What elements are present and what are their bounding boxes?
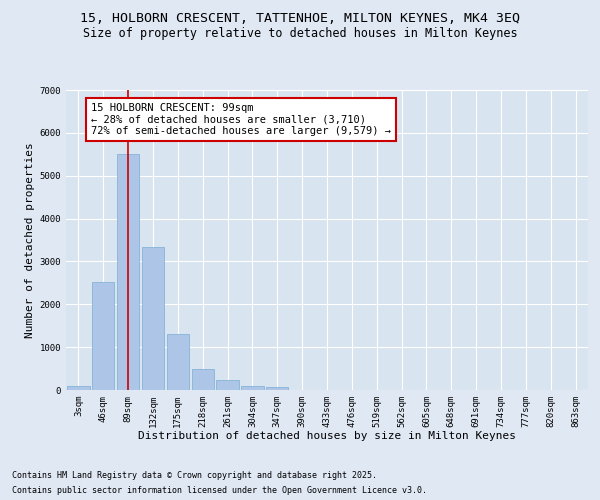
Text: 15 HOLBORN CRESCENT: 99sqm
← 28% of detached houses are smaller (3,710)
72% of s: 15 HOLBORN CRESCENT: 99sqm ← 28% of deta… — [91, 103, 391, 136]
Bar — [92, 282, 115, 390]
Bar — [191, 370, 214, 390]
Bar — [266, 388, 289, 390]
Bar — [167, 334, 189, 390]
Y-axis label: Number of detached properties: Number of detached properties — [25, 142, 35, 338]
Bar — [217, 380, 239, 390]
Text: 15, HOLBORN CRESCENT, TATTENHOE, MILTON KEYNES, MK4 3EQ: 15, HOLBORN CRESCENT, TATTENHOE, MILTON … — [80, 12, 520, 26]
Text: Contains HM Land Registry data © Crown copyright and database right 2025.: Contains HM Land Registry data © Crown c… — [12, 471, 377, 480]
Bar — [117, 154, 139, 390]
Text: Size of property relative to detached houses in Milton Keynes: Size of property relative to detached ho… — [83, 28, 517, 40]
X-axis label: Distribution of detached houses by size in Milton Keynes: Distribution of detached houses by size … — [138, 432, 516, 442]
Text: Contains public sector information licensed under the Open Government Licence v3: Contains public sector information licen… — [12, 486, 427, 495]
Bar — [241, 386, 263, 390]
Bar — [67, 386, 89, 390]
Bar — [142, 248, 164, 390]
